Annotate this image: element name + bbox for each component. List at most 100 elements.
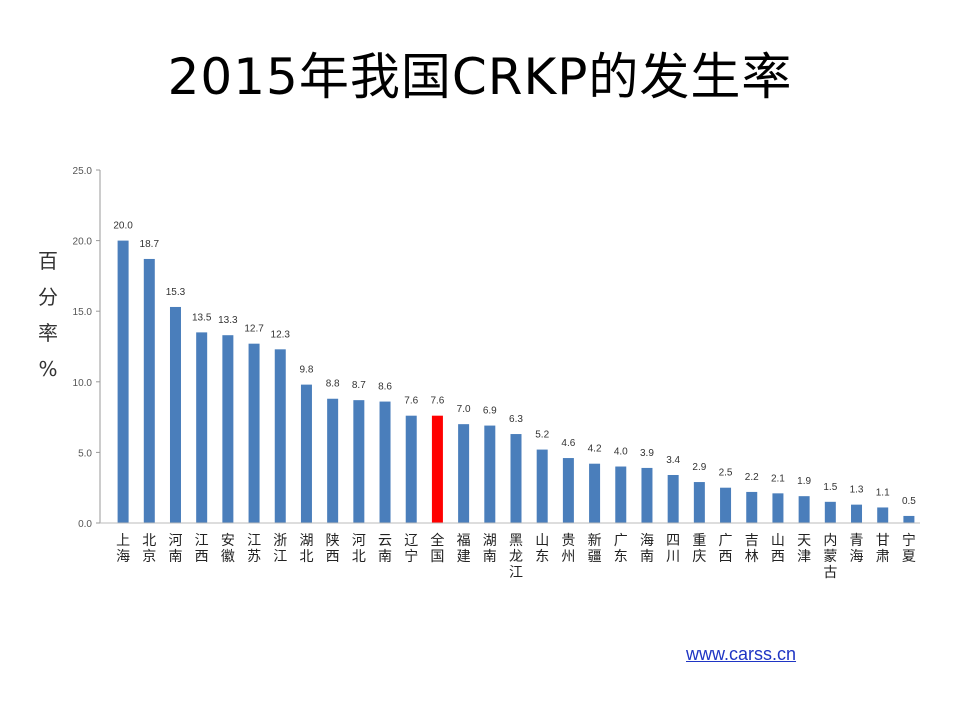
category-label: 海南	[640, 533, 654, 565]
category-label: 四川	[666, 533, 680, 565]
bar	[510, 434, 522, 523]
bar-value-label: 12.7	[244, 324, 264, 335]
bar	[589, 463, 601, 523]
bar-value-label: 2.1	[771, 473, 785, 484]
source-link[interactable]: www.carss.cn	[686, 644, 797, 664]
bar	[746, 491, 758, 523]
bar-value-label: 20.0	[113, 221, 133, 232]
category-label: 山东	[535, 533, 549, 565]
bar	[143, 258, 155, 523]
bar	[248, 343, 260, 523]
bar-chart: 百分率% 0.0 5.0 10.0 15.0 20.0 25.0 20.0 18.7 15.3…	[38, 166, 920, 581]
category-label: 辽宁	[404, 533, 418, 565]
category-label: 江西	[195, 533, 209, 565]
bar-value-label: 18.7	[140, 239, 160, 250]
bar	[196, 332, 208, 523]
bar	[772, 493, 784, 523]
bar	[903, 515, 915, 523]
bar-value-label: 1.5	[823, 482, 837, 493]
category-label: 上海	[116, 533, 130, 565]
bar-value-label: 8.8	[326, 379, 340, 390]
category-label: 吉林	[745, 533, 759, 565]
bar	[353, 400, 365, 523]
y-tick-label: 25.0	[73, 166, 93, 177]
category-label: 内蒙古	[823, 533, 837, 581]
bar-value-label: 0.5	[902, 496, 916, 507]
y-tick-label: 5.0	[78, 448, 92, 459]
bar	[117, 240, 129, 523]
bar-value-label: 6.3	[509, 414, 523, 425]
bar-value-label: 7.0	[457, 404, 471, 415]
bar-value-label: 1.3	[850, 485, 864, 496]
category-label: 甘肃	[876, 533, 890, 565]
bar	[641, 467, 653, 523]
bar	[484, 425, 496, 523]
category-label: 宁夏	[902, 532, 916, 565]
bar-value-label: 1.9	[797, 476, 811, 487]
bar-value-label: 15.3	[166, 287, 186, 298]
bar-value-label: 2.2	[745, 472, 759, 483]
category-label: 江苏	[247, 533, 261, 565]
bar-value-label: 1.1	[876, 487, 890, 498]
x-axis: 上海北京河南江西安徽江苏浙江湖北陕西河北云南辽宁全国福建湖南黑龙江山东贵州新疆广…	[100, 522, 920, 581]
category-label: 全国	[430, 532, 444, 565]
category-label: 湖北	[299, 533, 313, 565]
y-axis-label-char: 率	[38, 321, 58, 345]
bar-value-label: 7.6	[430, 396, 444, 407]
y-axis-label-char: %	[38, 357, 57, 381]
category-label: 湖南	[483, 533, 497, 565]
bar	[300, 384, 312, 523]
bar	[798, 496, 810, 523]
bar-value-label: 3.4	[666, 455, 680, 466]
bar	[824, 501, 836, 523]
category-label: 广西	[719, 533, 733, 565]
bar	[379, 401, 391, 523]
category-label: 陕西	[326, 533, 340, 565]
bar	[431, 415, 443, 523]
y-tick-label: 0.0	[78, 519, 92, 530]
bar	[693, 482, 705, 523]
bar	[222, 335, 234, 523]
y-axis-label: 百分率%	[38, 249, 58, 381]
category-label: 黑龙江	[509, 533, 523, 581]
bar	[720, 487, 732, 523]
category-label: 天津	[797, 533, 811, 565]
category-label: 福建	[457, 533, 471, 565]
bar-value-label: 4.6	[561, 438, 575, 449]
bar	[274, 349, 286, 523]
bar	[877, 507, 889, 523]
bar-value-label: 7.6	[404, 396, 418, 407]
bar-value-label: 6.9	[483, 406, 497, 417]
y-axis: 0.0 5.0 10.0 15.0 20.0 25.0	[73, 166, 101, 530]
bar	[667, 474, 679, 523]
category-label: 青海	[850, 533, 864, 565]
bar	[405, 415, 417, 523]
category-label: 重庆	[692, 533, 706, 565]
bar-value-label: 2.5	[719, 468, 733, 479]
bar	[169, 306, 181, 523]
bar-value-label: 4.2	[588, 444, 602, 455]
y-tick-label: 15.0	[73, 307, 93, 318]
category-label: 河北	[352, 533, 366, 565]
bar-value-label: 12.3	[271, 329, 291, 340]
category-label: 广东	[614, 533, 628, 565]
y-tick-label: 10.0	[73, 378, 93, 389]
y-tick-label: 20.0	[73, 237, 93, 248]
slide-title: 2015年我国CRKP的发生率	[167, 48, 793, 106]
bar	[851, 504, 863, 523]
bar	[562, 458, 574, 523]
category-label: 河南	[168, 533, 182, 565]
category-label: 云南	[378, 533, 392, 565]
bar	[458, 424, 470, 523]
bar-value-label: 8.6	[378, 382, 392, 393]
bar	[327, 398, 339, 523]
bar-value-label: 9.8	[299, 365, 313, 376]
category-label: 浙江	[273, 533, 287, 565]
bar-value-label: 4.0	[614, 447, 628, 458]
bar	[536, 449, 548, 523]
y-axis-label-char: 百	[38, 249, 58, 273]
bar-value-label: 3.9	[640, 448, 654, 459]
bar	[615, 466, 627, 523]
bar-value-label: 8.7	[352, 380, 366, 391]
category-label: 安徽	[221, 533, 235, 565]
